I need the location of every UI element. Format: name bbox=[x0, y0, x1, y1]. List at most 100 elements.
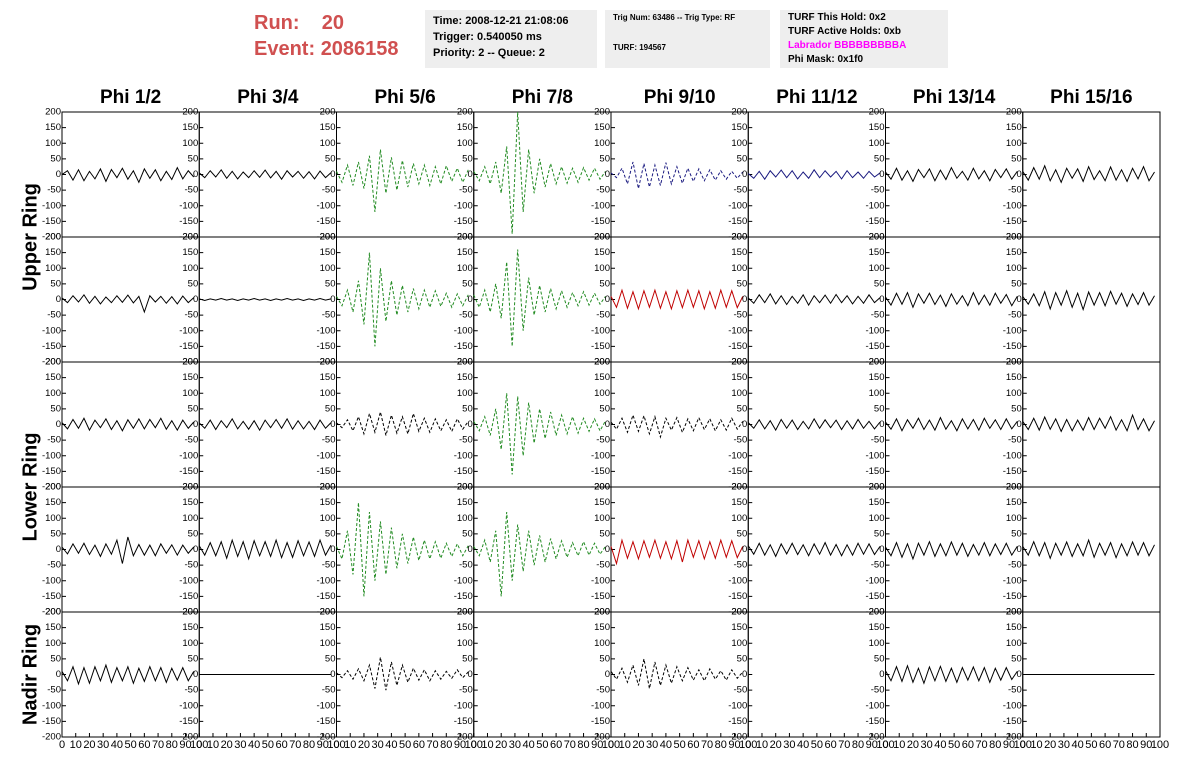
column-title: Phi 9/10 bbox=[644, 87, 716, 108]
y-tick-label: -50 bbox=[734, 685, 748, 696]
y-tick-label: 50 bbox=[1011, 528, 1022, 539]
x-tick-label: 0 bbox=[59, 739, 65, 751]
y-tick-label: 0 bbox=[742, 419, 747, 430]
trig-box: Trig Num: 63486 -- Trig Type: RF TURF: 1… bbox=[605, 10, 770, 68]
turf-box: TURF This Hold: 0x2 TURF Active Holds: 0… bbox=[780, 10, 948, 68]
waveform bbox=[198, 538, 332, 561]
y-tick-label: 100 bbox=[1006, 513, 1022, 524]
y-tick-label: 0 bbox=[56, 669, 61, 680]
y-tick-label: 0 bbox=[56, 419, 61, 430]
y-tick-label: 150 bbox=[182, 122, 198, 133]
x-tick-label: 70 bbox=[1113, 739, 1125, 751]
x-tick-label: 50 bbox=[948, 739, 960, 751]
y-tick-label: -150 bbox=[1003, 341, 1022, 352]
y-tick-label: 100 bbox=[594, 638, 610, 649]
waveform bbox=[61, 166, 195, 184]
y-tick-label: -100 bbox=[865, 200, 884, 211]
y-tick-label: 100 bbox=[869, 513, 885, 524]
y-tick-label: 0 bbox=[742, 294, 747, 305]
y-tick-label: 0 bbox=[56, 294, 61, 305]
x-tick-label: 100 bbox=[190, 739, 208, 751]
y-tick-label: 0 bbox=[742, 544, 747, 555]
run-number: 20 bbox=[321, 12, 345, 34]
y-tick-label: 150 bbox=[320, 247, 336, 258]
x-tick-label: 100 bbox=[1151, 739, 1169, 751]
y-tick-label: 100 bbox=[869, 638, 885, 649]
y-tick-label: -50 bbox=[1008, 560, 1022, 571]
x-tick-label: 40 bbox=[385, 739, 397, 751]
x-tick-label: 90 bbox=[454, 739, 466, 751]
y-tick-label: -50 bbox=[185, 310, 199, 321]
x-tick-label: 90 bbox=[866, 739, 878, 751]
x-tick-label: 60 bbox=[1099, 739, 1111, 751]
waveform bbox=[610, 413, 744, 439]
waveform bbox=[336, 252, 469, 347]
waveform bbox=[473, 249, 606, 347]
y-tick-label: 0 bbox=[56, 544, 61, 555]
y-tick-label: 100 bbox=[869, 388, 885, 399]
y-tick-label: 0 bbox=[742, 169, 747, 180]
y-tick-label: -100 bbox=[42, 200, 61, 211]
y-tick-label: 100 bbox=[869, 138, 885, 149]
y-tick-label: -150 bbox=[42, 716, 61, 727]
y-tick-label: -100 bbox=[179, 700, 198, 711]
y-tick-label: 200 bbox=[1006, 357, 1022, 368]
x-tick-label: 60 bbox=[550, 739, 562, 751]
y-tick-label: -150 bbox=[1003, 591, 1022, 602]
y-tick-label: 150 bbox=[869, 122, 885, 133]
y-tick-label: 100 bbox=[182, 263, 198, 274]
y-tick-label: -50 bbox=[596, 435, 610, 446]
y-tick-label: 100 bbox=[1006, 263, 1022, 274]
y-tick-label: -50 bbox=[1008, 310, 1022, 321]
ring-label: Upper Ring bbox=[19, 183, 41, 291]
y-tick-label: 50 bbox=[325, 528, 336, 539]
y-tick-label: -150 bbox=[42, 466, 61, 477]
y-tick-label: 0 bbox=[56, 169, 61, 180]
y-tick-label: 50 bbox=[50, 403, 61, 414]
x-tick-label: 100 bbox=[1014, 739, 1032, 751]
y-tick-label: -150 bbox=[42, 341, 61, 352]
y-tick-label: 0 bbox=[1016, 294, 1021, 305]
y-tick-label: -100 bbox=[316, 700, 335, 711]
y-tick-label: -200 bbox=[591, 732, 610, 743]
info-line: Trig Num: 63486 -- Trig Type: RF bbox=[613, 13, 736, 22]
y-tick-label: -150 bbox=[591, 216, 610, 227]
y-tick-label: 200 bbox=[182, 482, 198, 493]
y-tick-label: 50 bbox=[874, 278, 885, 289]
x-tick-label: 40 bbox=[1072, 739, 1084, 751]
y-tick-label: -150 bbox=[728, 591, 747, 602]
y-tick-label: 50 bbox=[874, 653, 885, 664]
y-tick-label: 0 bbox=[467, 169, 472, 180]
y-tick-label: 0 bbox=[330, 169, 335, 180]
y-tick-label: 200 bbox=[869, 232, 885, 243]
y-tick-label: -150 bbox=[728, 466, 747, 477]
x-tick-label: 20 bbox=[632, 739, 644, 751]
column-title: Phi 13/14 bbox=[913, 87, 996, 108]
x-tick-label: 0 bbox=[745, 739, 751, 751]
y-tick-label: -50 bbox=[47, 310, 61, 321]
y-tick-label: -200 bbox=[179, 732, 198, 743]
x-tick-label: 90 bbox=[317, 739, 329, 751]
y-tick-label: -200 bbox=[865, 732, 884, 743]
info-line: Phi Mask: 0x1f0 bbox=[788, 54, 864, 65]
y-tick-label: 200 bbox=[320, 607, 336, 618]
y-tick-label: -100 bbox=[1003, 575, 1022, 586]
y-tick-label: 150 bbox=[731, 497, 747, 508]
y-tick-label: 100 bbox=[182, 638, 198, 649]
y-tick-label: 50 bbox=[1011, 653, 1022, 664]
y-tick-label: -150 bbox=[591, 591, 610, 602]
info-line: TURF: 194567 bbox=[613, 43, 666, 52]
x-tick-label: 10 bbox=[1030, 739, 1042, 751]
y-tick-label: 200 bbox=[594, 482, 610, 493]
y-tick-label: 200 bbox=[731, 482, 747, 493]
y-tick-label: 0 bbox=[1016, 419, 1021, 430]
y-tick-label: 100 bbox=[594, 263, 610, 274]
y-tick-label: -150 bbox=[865, 341, 884, 352]
y-tick-label: 0 bbox=[1016, 669, 1021, 680]
y-tick-label: -100 bbox=[179, 450, 198, 461]
y-tick-label: -50 bbox=[47, 560, 61, 571]
y-tick-label: -150 bbox=[865, 216, 884, 227]
x-tick-label: 50 bbox=[399, 739, 411, 751]
y-tick-label: 100 bbox=[320, 263, 336, 274]
y-tick-label: 150 bbox=[320, 622, 336, 633]
